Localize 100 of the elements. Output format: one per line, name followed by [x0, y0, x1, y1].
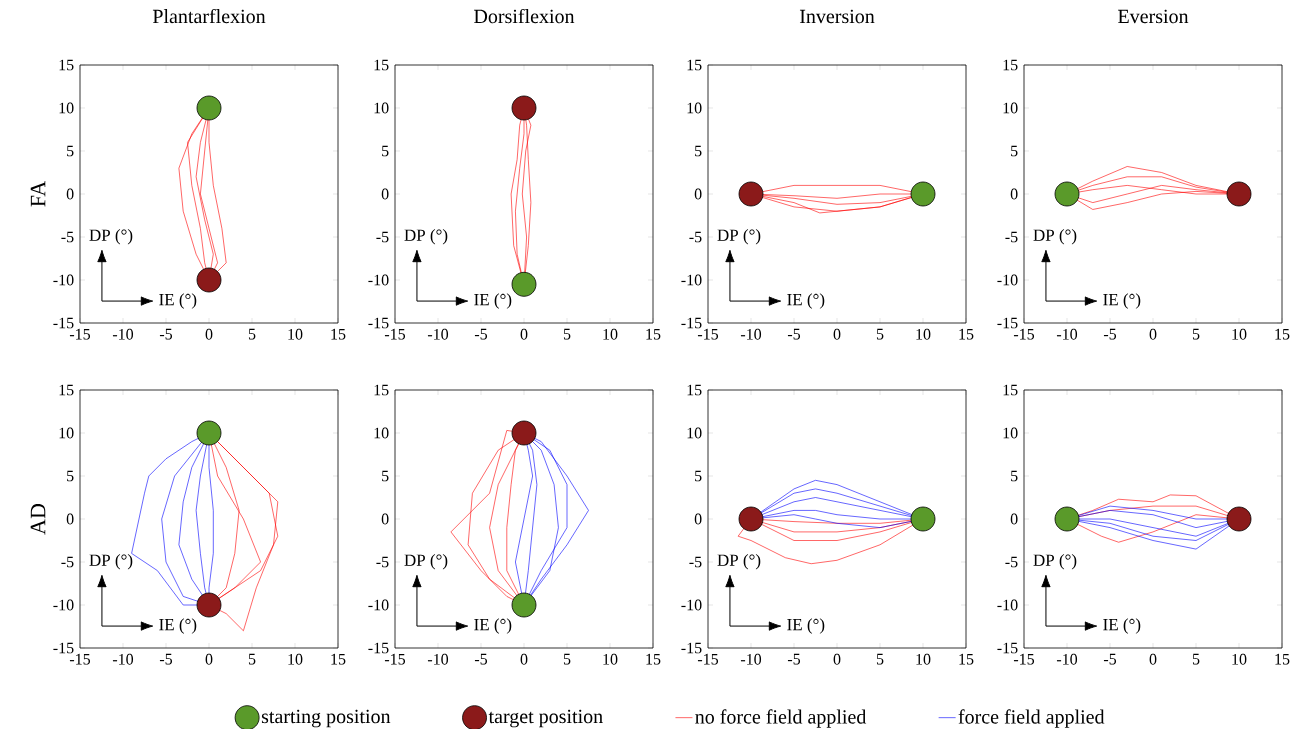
y-tick-label: 15: [374, 59, 389, 71]
x-tick-label: 5: [248, 328, 256, 340]
y-tick-label: 0: [66, 188, 74, 200]
x-tick-label: 10: [603, 328, 618, 340]
y-tick-label: 0: [694, 513, 702, 525]
y-tick-label: 10: [59, 102, 74, 114]
x-tick-label: -10: [427, 653, 449, 665]
y-tick-label: 15: [687, 59, 702, 71]
x-tick-label: 5: [248, 653, 256, 665]
annotation: IE (°): [159, 618, 197, 634]
y-tick-label: 15: [59, 59, 74, 71]
x-tick-label: 5: [876, 328, 884, 340]
y-axis-title: AD: [30, 504, 46, 535]
x-tick-label: 10: [603, 653, 618, 665]
annotation: IE (°): [159, 293, 197, 309]
x-tick-label: 15: [646, 328, 661, 340]
y-tick-label: 15: [1003, 384, 1018, 396]
x-tick-label: 15: [1275, 653, 1290, 665]
y-tick-label: 5: [1011, 470, 1018, 482]
y-tick-label: 0: [694, 188, 702, 200]
annotation: IE (°): [787, 618, 825, 634]
y-tick-label: -15: [53, 317, 74, 329]
y-tick-label: 10: [374, 102, 389, 114]
y-tick-label: -15: [681, 317, 702, 329]
y-tick-label: -15: [997, 317, 1018, 329]
y-tick-label: 10: [374, 427, 389, 439]
annotation: DP (°): [89, 228, 133, 245]
y-tick-label: 10: [1003, 102, 1018, 114]
x-tick-label: -5: [1103, 653, 1117, 665]
annotation: DP (°): [89, 553, 133, 570]
y-tick-label: -10: [681, 274, 702, 286]
x-tick-label: 5: [1192, 653, 1200, 665]
y-tick-label: 10: [1003, 427, 1018, 439]
y-tick-label: 15: [374, 384, 389, 396]
x-tick-label: 5: [563, 653, 571, 665]
x-tick-label: 15: [959, 328, 974, 340]
chart-title: Inversion: [799, 9, 875, 24]
x-tick-label: 5: [876, 653, 884, 665]
annotation: DP (°): [1033, 553, 1077, 570]
y-tick-label: 10: [687, 427, 702, 439]
y-tick-label: 0: [381, 513, 389, 525]
x-tick-label: 10: [1232, 653, 1247, 665]
x-tick-label: -5: [474, 328, 488, 340]
x-tick-label: 15: [1275, 328, 1290, 340]
annotation: IE (°): [1103, 293, 1141, 309]
y-tick-label: 15: [59, 384, 74, 396]
y-tick-label: 10: [59, 427, 74, 439]
y-tick-label: -10: [681, 599, 702, 611]
x-tick-label: 10: [916, 653, 931, 665]
y-tick-label: -15: [997, 642, 1018, 654]
y-tick-label: 0: [381, 188, 389, 200]
legend-label: starting position: [261, 709, 391, 728]
y-tick-label: -10: [53, 599, 74, 611]
chart-title: Dorsiflexion: [474, 8, 575, 24]
y-tick-label: -5: [61, 556, 74, 568]
x-tick-label: 0: [1149, 653, 1157, 665]
y-tick-label: -10: [53, 274, 74, 286]
x-tick-label: -10: [1056, 653, 1078, 665]
legend-label: no force field applied: [695, 709, 867, 728]
x-tick-label: -10: [1056, 328, 1078, 340]
y-tick-label: 0: [1010, 513, 1018, 525]
x-tick-label: -5: [474, 653, 488, 665]
y-tick-label: -10: [997, 599, 1018, 611]
annotation: IE (°): [787, 293, 825, 309]
x-tick-label: 10: [288, 653, 303, 665]
y-axis-title: FA: [30, 180, 46, 207]
annotation: IE (°): [474, 618, 512, 634]
y-tick-label: -15: [681, 642, 702, 654]
annotation: DP (°): [717, 553, 761, 570]
x-tick-label: 5: [1192, 328, 1200, 340]
x-tick-label: 5: [563, 328, 571, 340]
x-tick-label: -10: [112, 328, 134, 340]
legend-label: force field applied: [958, 709, 1105, 728]
x-tick-label: 10: [288, 328, 303, 340]
y-tick-label: -5: [376, 556, 389, 568]
x-tick-label: 15: [331, 328, 346, 340]
x-tick-label: 0: [833, 653, 841, 665]
x-tick-label: -5: [1103, 328, 1117, 340]
y-tick-label: 5: [67, 145, 74, 157]
y-tick-label: -5: [689, 231, 702, 243]
y-tick-label: -5: [61, 231, 74, 243]
y-tick-label: -5: [689, 556, 702, 568]
x-tick-label: 0: [833, 328, 841, 340]
annotation: DP (°): [1033, 228, 1077, 245]
legend-label: target position: [488, 709, 603, 728]
y-tick-label: 5: [695, 470, 702, 482]
chart-title: Eversion: [1118, 9, 1189, 24]
chart-title: Plantarflexion: [152, 8, 266, 24]
annotation: IE (°): [474, 293, 512, 309]
y-tick-label: 15: [687, 384, 702, 396]
y-tick-label: 10: [687, 102, 702, 114]
x-tick-label: 15: [646, 653, 661, 665]
y-tick-label: -10: [368, 274, 389, 286]
y-tick-label: -5: [376, 231, 389, 243]
y-tick-label: 5: [695, 145, 702, 157]
x-tick-label: 0: [520, 328, 528, 340]
x-tick-label: 15: [959, 653, 974, 665]
x-tick-label: 15: [331, 653, 346, 665]
y-tick-label: -5: [1005, 231, 1018, 243]
annotation: DP (°): [404, 553, 448, 570]
